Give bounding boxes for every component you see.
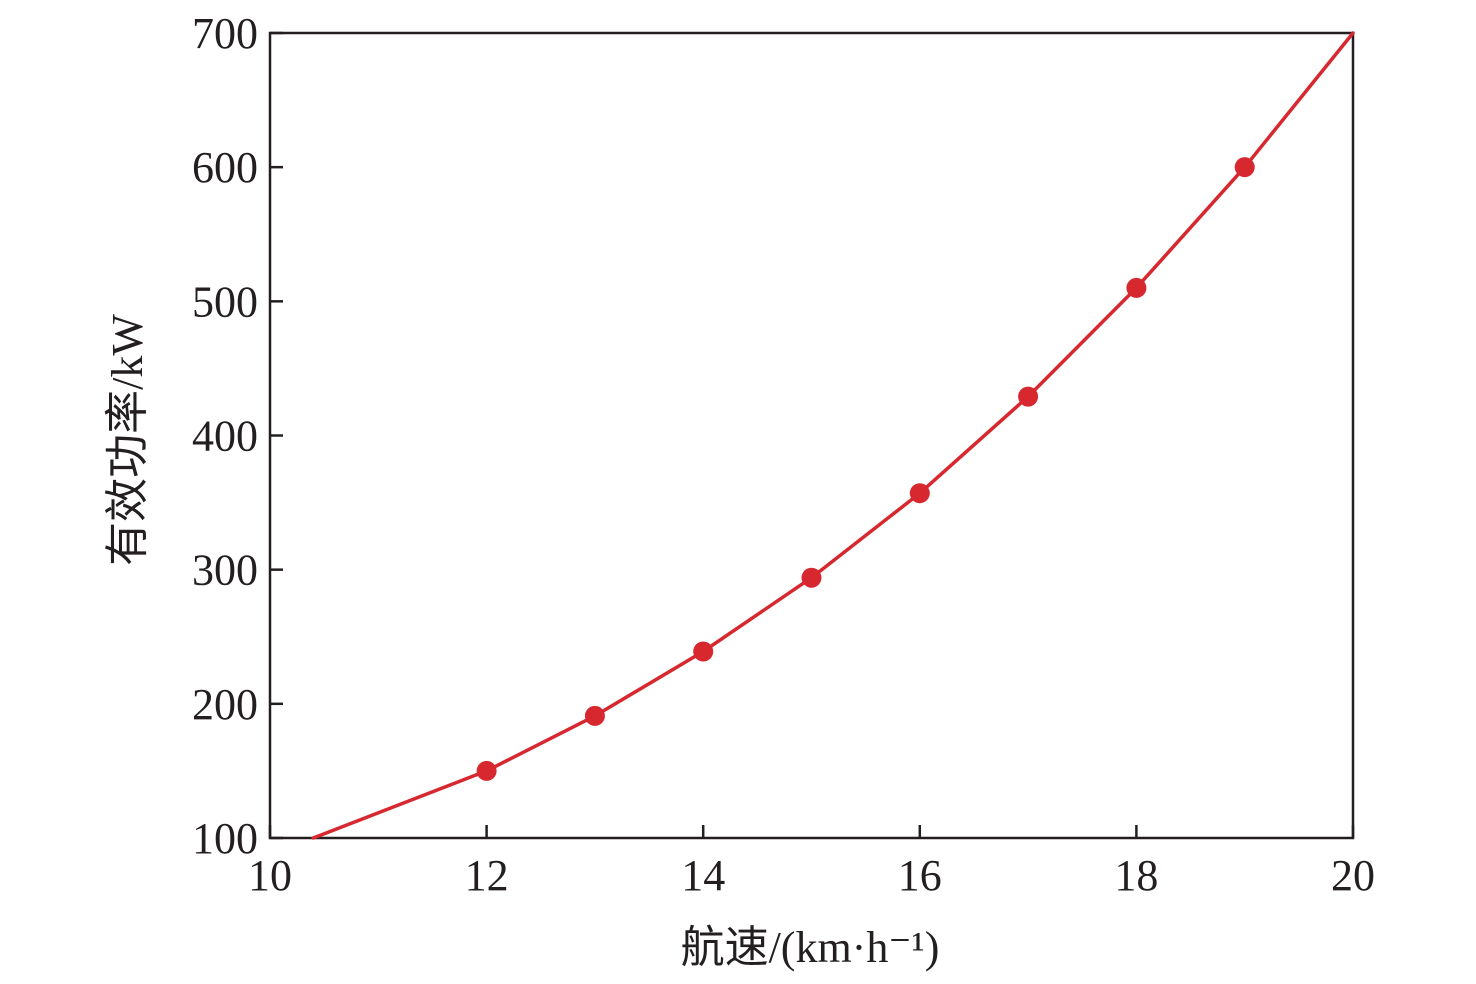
axis-ticks: 10 12 14 16 18 20 100 200 300 400 500 600 700 (192, 9, 1375, 900)
series-line (311, 31, 1355, 840)
x-axis-title: 航速/(km·h⁻¹) (681, 923, 940, 972)
plot-area (268, 31, 1355, 840)
y-tick-label: 700 (192, 9, 258, 58)
x-tick-label: 20 (1331, 851, 1375, 900)
x-tick-label: 18 (1114, 851, 1158, 900)
data-point (1018, 386, 1039, 407)
y-tick-label: 100 (192, 814, 258, 863)
data-point (476, 760, 497, 781)
x-tick-label: 10 (248, 851, 292, 900)
y-tick-label: 600 (192, 143, 258, 192)
x-tick-label: 12 (465, 851, 509, 900)
y-tick-label: 200 (192, 680, 258, 729)
y-tick-label: 300 (192, 546, 258, 595)
plot-frame (268, 31, 1355, 840)
y-tick-label: 400 (192, 412, 258, 461)
data-point (909, 483, 930, 504)
y-tick-label: 500 (192, 277, 258, 326)
data-point (801, 567, 822, 588)
x-tick-label: 16 (898, 851, 942, 900)
data-point (584, 705, 605, 726)
y-axis-title: 有效功率/kW (103, 314, 152, 566)
x-tick-label: 14 (681, 851, 725, 900)
data-point (693, 641, 714, 662)
data-point (1126, 277, 1147, 298)
data-point (1234, 157, 1255, 178)
